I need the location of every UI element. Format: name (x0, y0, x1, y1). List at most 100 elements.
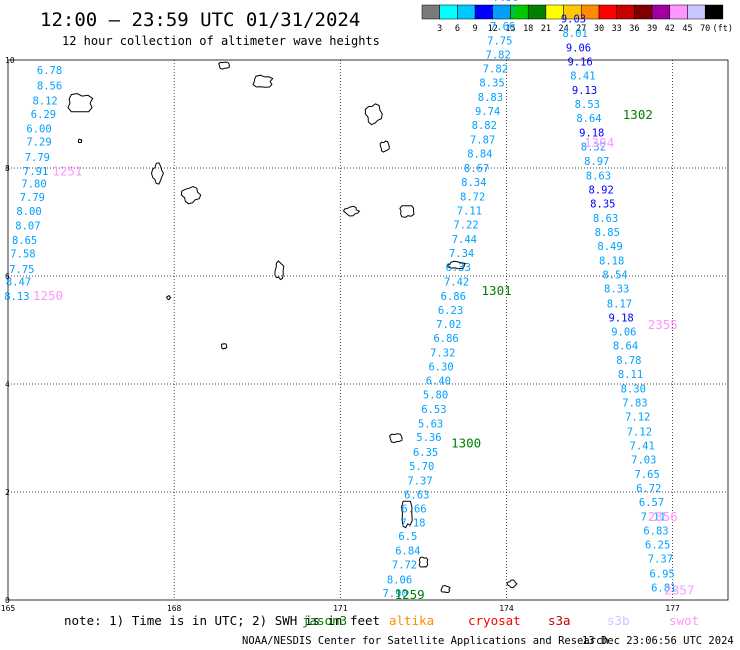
pass-time-label: 2357 (664, 583, 694, 598)
island-outline (447, 260, 467, 270)
wave-height-value: 9.18 (579, 128, 604, 140)
chart-subtitle: 12 hour collection of altimeter wave hei… (62, 34, 380, 48)
wave-height-value: 8.83 (478, 92, 503, 104)
wave-height-value: 8.35 (590, 198, 615, 210)
wave-height-value: 8.64 (613, 340, 638, 352)
wave-height-value: 8.85 (595, 227, 620, 239)
island-outline (218, 61, 230, 70)
pass-time-label: 1251 (52, 164, 82, 179)
wave-height-value: 9.13 (572, 85, 597, 97)
wave-height-value: 7.79 (20, 192, 45, 204)
satellite-s3b-label: s3b (607, 613, 630, 628)
island-outline (388, 433, 403, 444)
wave-height-value: 8.97 (584, 156, 609, 168)
pass-time-label: 1300 (451, 436, 481, 451)
wave-height-value: 8.11 (618, 369, 643, 381)
wave-height-value: 7.83 (622, 398, 647, 410)
wave-height-value: 6.84 (395, 546, 420, 558)
wave-height-value: 8.00 (16, 206, 41, 218)
colorbar-swatch (616, 4, 635, 20)
wave-height-value: 8.63 (593, 213, 618, 225)
wave-height-value: 7.11 (641, 512, 666, 524)
wave-height-value: 8.65 (12, 235, 37, 247)
colorbar-swatch (598, 4, 617, 20)
wave-height-value: 8.30 (621, 384, 646, 396)
wave-height-value: 7.66 (490, 21, 515, 33)
island-outline (274, 260, 285, 281)
chart-title: 12:00 – 23:59 UTC 01/31/2024 (40, 9, 360, 31)
wave-height-value: 6.25 (645, 540, 670, 552)
colorbar-unit: (ft) (713, 24, 733, 34)
wave-height-value: 7.37 (407, 475, 432, 487)
wave-height-value: 6.53 (421, 404, 446, 416)
y-tick-label: 8 (5, 164, 10, 173)
island-outline (343, 205, 361, 217)
colorbar-label: 30 (594, 24, 604, 34)
wave-height-values: 6.78 8.56 8.12 6.29 6.007.29 7.79 7.917.80 7.79… (4, 0, 676, 600)
island-outline (364, 103, 383, 126)
note-text: note: 1) Time is in UTC; 2) SWH is in fe… (64, 613, 380, 628)
colorbar-label: 39 (647, 24, 657, 34)
wave-height-value: 8.67 (464, 163, 489, 175)
pass-time-label: 1250 (33, 288, 63, 303)
wave-height-value: 7.03 (631, 454, 656, 466)
wave-height-value: 5.36 (416, 432, 441, 444)
wave-height-value: 6.86 (441, 291, 466, 303)
wave-height-value: 8.41 (570, 70, 595, 82)
x-tick-label: 171 (333, 604, 348, 613)
wave-height-value: 7.79 (25, 152, 50, 164)
island-outline (220, 343, 228, 350)
pass-time-label: 1259 (395, 587, 425, 602)
wave-height-value: 5.63 (418, 419, 443, 431)
satellite-s3a-label: s3a (548, 613, 571, 628)
footer-timestamp: 13 Dec 23:06:56 UTC 2024 (582, 635, 734, 647)
island-outline (401, 500, 413, 529)
wave-height-value: 8.32 (581, 142, 606, 154)
wave-height-value: 8.78 (616, 355, 641, 367)
wave-height-value: 7.80 (21, 178, 46, 190)
wave-height-value: 7.65 (634, 469, 659, 481)
colorbar-label: 15 (505, 24, 515, 34)
y-tick-label: 10 (5, 56, 15, 65)
wave-height-value: 6.72 (636, 483, 661, 495)
wave-height-value: 8.34 (461, 177, 486, 189)
wave-height-value: 8.49 (597, 241, 622, 253)
wave-height-value: 9.74 (475, 106, 500, 118)
wave-height-value: 8.54 (602, 270, 627, 282)
colorbar-swatch (421, 4, 440, 20)
wave-height-value: 8.18 (599, 256, 624, 268)
colorbar-label: 12 (488, 24, 498, 34)
wave-height-value: 8.33 (604, 284, 629, 296)
island-outlines (67, 61, 518, 594)
wave-height-value: 6.40 (426, 376, 451, 388)
colorbar-legend: 3 6 9 12 15 18 21 24 27 30 33 36 39 42 45 70 (ft) (421, 4, 733, 34)
island-outline (418, 556, 429, 568)
x-tick-label: 177 (665, 604, 680, 613)
pass-time-label: 1301 (482, 283, 512, 298)
wave-height-value: 7.58 (10, 249, 35, 261)
colorbar-label: 42 (665, 24, 675, 34)
island-outline (180, 185, 202, 205)
wave-height-value: 8.82 (472, 120, 497, 132)
wave-height-value: 7.29 (26, 136, 51, 148)
wave-height-value: 7.72 (392, 560, 417, 572)
wave-height-value: 7.75 (487, 35, 512, 47)
colorbar-label: 21 (541, 24, 551, 34)
wave-height-value: 7.34 (449, 248, 474, 260)
wave-height-value: 8.64 (576, 113, 601, 125)
x-tick-label: 174 (499, 604, 514, 613)
colorbar-swatch (651, 4, 671, 20)
wave-height-value: 8.63 (586, 170, 611, 182)
island-outline (150, 162, 164, 185)
wave-height-value: 8.53 (575, 99, 600, 111)
island-outline (399, 205, 415, 218)
colorbar-label: 3 (437, 24, 442, 34)
wave-height-value: 6.78 (37, 65, 62, 77)
wave-height-value: 8.06 (387, 574, 412, 586)
wave-height-value: 8.72 (460, 191, 485, 203)
wave-height-value: 7.87 (470, 135, 495, 147)
y-tick-label: 0 (5, 596, 10, 605)
wave-height-value: 7.42 (444, 277, 469, 289)
satellite-jason3-label: jason3 (302, 613, 347, 628)
